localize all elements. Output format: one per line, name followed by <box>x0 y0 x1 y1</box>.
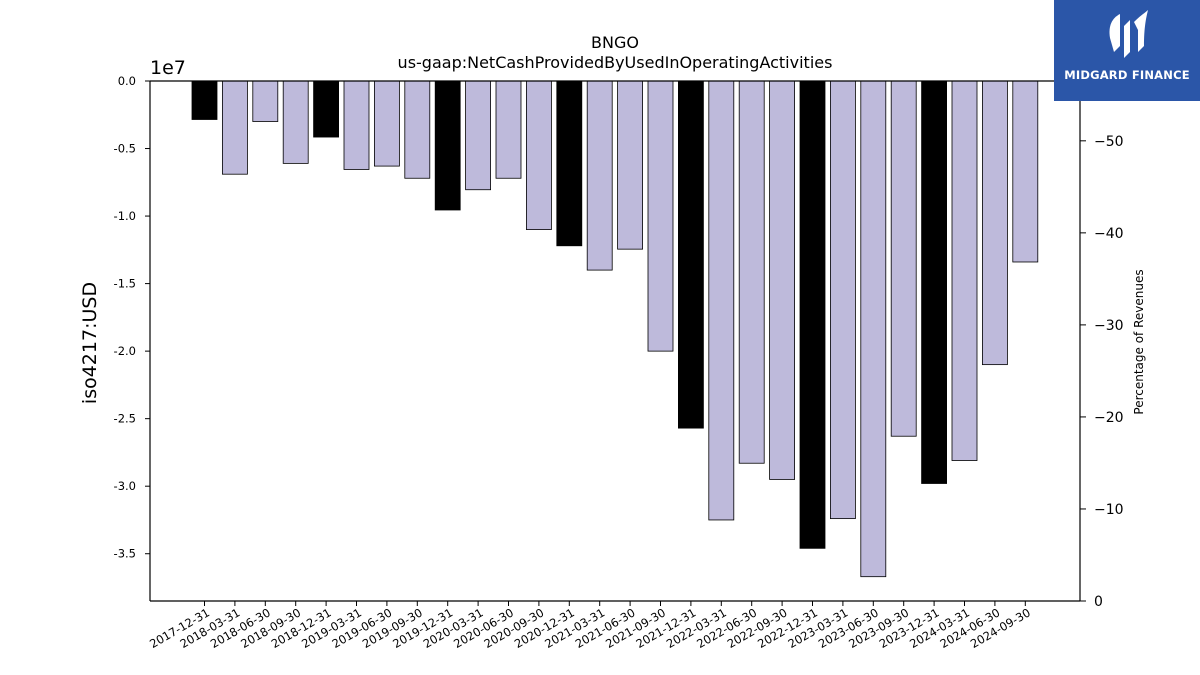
bar-2020-06-30 <box>495 80 522 179</box>
y2-axis-label: Percentage of Revenues <box>1132 269 1146 414</box>
y2-tick-label: −40 <box>1094 226 1124 242</box>
y2-tick-label: −20 <box>1094 410 1124 426</box>
y2-tick-label: 0 <box>1094 594 1103 610</box>
bar-2023-03-31 <box>830 80 856 520</box>
bar-2019-03-31 <box>343 80 370 170</box>
bar-2020-09-30 <box>526 80 552 230</box>
y-axis-label: iso4217:USD <box>79 282 101 404</box>
bar-2022-06-30 <box>738 80 765 464</box>
bar-2018-09-30 <box>282 80 309 164</box>
bar-2019-06-30 <box>373 80 400 167</box>
y-tick-label: 0.0 <box>118 74 136 88</box>
y2-tick-label: −30 <box>1094 318 1124 334</box>
y-tick-label: -3.0 <box>114 479 136 493</box>
y-tick-label: -2.5 <box>114 412 136 426</box>
bar-2020-03-31 <box>465 80 492 191</box>
brand-name: MIDGARD FINANCE <box>1064 68 1190 82</box>
bar-2019-09-30 <box>404 80 431 179</box>
bar-2018-12-31 <box>313 80 340 138</box>
y-tick-label: -2.0 <box>114 344 136 358</box>
bar-2024-09-30 <box>1012 80 1039 263</box>
bar-2022-03-31 <box>708 80 735 521</box>
bar-2021-09-30 <box>647 80 674 352</box>
bar-2021-12-31 <box>678 80 704 429</box>
bar-2024-03-31 <box>951 80 978 461</box>
bar-2023-06-30 <box>860 80 887 578</box>
bar-2024-06-30 <box>982 80 1008 366</box>
bar-2018-03-31 <box>221 80 248 175</box>
y2-axis-ticks: 0 −10 −20 −30 −40 −50 <box>1080 134 1124 610</box>
bar-2018-06-30 <box>252 80 279 122</box>
y-tick-label: -1.5 <box>114 277 136 291</box>
bar-2023-09-30 <box>890 80 917 437</box>
chart-title: BNGO <box>591 33 639 52</box>
bar-2021-06-30 <box>617 80 643 250</box>
bar-2023-12-31 <box>921 80 947 484</box>
chart-subtitle: us-gaap:NetCashProvidedByUsedInOperating… <box>398 53 833 72</box>
y-offset-label: 1e7 <box>150 57 186 79</box>
bar-2017-12-31 <box>191 80 218 120</box>
bar-2019-12-31 <box>434 80 461 211</box>
bar-2021-03-31 <box>586 80 613 271</box>
bar-2020-12-31 <box>556 80 583 247</box>
y-tick-label: -1.0 <box>114 209 136 223</box>
logo-mark-icon <box>1109 10 1148 58</box>
brand-logo: MIDGARD FINANCE <box>1054 0 1200 101</box>
y-tick-label: -0.5 <box>114 142 136 156</box>
y-tick-label: -3.5 <box>114 547 136 561</box>
bars-group <box>191 80 1039 578</box>
bar-2022-09-30 <box>769 80 795 480</box>
y-axis-ticks: 0.0 -0.5 -1.0 -1.5 -2.0 -2.5 -3.0 -3.5 <box>114 74 150 561</box>
y2-tick-label: −50 <box>1094 134 1124 150</box>
x-axis-ticks: 2017-12-312018-03-312018-06-302018-09-30… <box>147 601 1033 651</box>
bar-2022-12-31 <box>799 80 826 549</box>
y2-tick-label: −10 <box>1094 502 1124 518</box>
